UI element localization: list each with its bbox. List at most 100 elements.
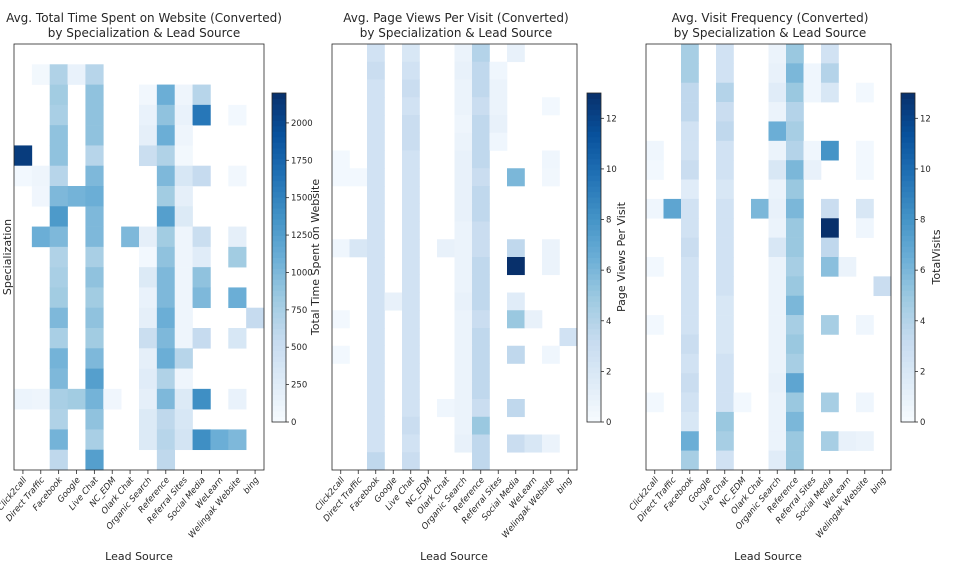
colorbar-segment: [587, 339, 601, 346]
colorbar-tick-label: 8: [920, 216, 925, 226]
heatmap-cell: [139, 125, 158, 146]
x-tick-label: bing: [555, 475, 575, 496]
heatmap-cell: [716, 140, 734, 161]
colorbar-segment: [587, 208, 601, 215]
colorbar-tick-label: 2: [920, 367, 925, 377]
heatmap-cell: [786, 44, 804, 64]
heatmap-cell: [803, 63, 822, 84]
colorbar-label: TotalVisits: [930, 229, 943, 285]
heatmap-cell: [156, 429, 176, 451]
heatmap-cell: [768, 334, 787, 355]
heatmap-cell: [559, 328, 578, 347]
heatmap-cell: [768, 411, 787, 432]
heatmap-cell: [646, 315, 664, 335]
heatmap-cell: [402, 97, 420, 116]
colorbar-segment: [272, 361, 286, 368]
colorbar-segment: [272, 416, 286, 423]
colorbar-segment: [587, 301, 601, 308]
heatmap-cell: [646, 160, 664, 180]
heatmap-cells: [332, 44, 578, 471]
heatmap-cell: [681, 160, 699, 180]
heatmap-cell: [454, 132, 473, 151]
heatmap-cell: [85, 449, 104, 471]
heatmap-cell: [156, 348, 176, 369]
heatmap-cell: [489, 97, 508, 116]
colorbar-segment: [901, 186, 915, 193]
heatmap-cell: [681, 276, 699, 297]
heatmap-cell: [821, 44, 839, 64]
heatmap-cell: [507, 44, 525, 63]
heatmap-cell: [472, 132, 490, 151]
heatmap-cell: [367, 328, 385, 347]
heatmap-cell: [716, 295, 734, 316]
x-tick-label: bing: [242, 475, 262, 496]
colorbar-segment: [587, 164, 601, 171]
colorbar-segment: [587, 400, 601, 406]
heatmap-cell: [716, 218, 734, 238]
colorbar-segment: [587, 405, 601, 412]
colorbar-segment: [587, 312, 601, 319]
heatmap-cell: [454, 274, 473, 293]
heatmap-cell: [49, 165, 68, 187]
heatmap-cell: [542, 257, 560, 276]
colorbar-segment: [901, 312, 915, 319]
colorbar-segment: [901, 175, 915, 182]
colorbar-segment: [272, 367, 286, 374]
heatmap-cell: [716, 334, 734, 355]
heatmap-cell: [716, 276, 734, 297]
colorbar-segment: [272, 273, 286, 280]
heatmap-cell: [103, 388, 122, 410]
heatmap-cell: [454, 79, 473, 98]
chart-title-line2: by Specialization & Lead Source: [674, 26, 867, 40]
heatmap-cell: [49, 246, 68, 268]
heatmap-cell: [139, 307, 158, 329]
heatmap-cells: [14, 64, 265, 471]
colorbar-segment: [272, 208, 286, 215]
heatmap-cell: [472, 292, 490, 311]
colorbar-segment: [587, 142, 601, 149]
heatmap-cell: [14, 388, 33, 410]
heatmap-cell: [507, 345, 525, 364]
colorbar-segment: [901, 361, 915, 368]
heatmap-cell: [681, 198, 699, 219]
heatmap-cell: [821, 140, 839, 161]
heatmap-cell: [786, 295, 804, 316]
colorbar-segment: [587, 372, 601, 379]
heatmap-cell: [786, 411, 804, 432]
heatmap-cell: [681, 392, 699, 413]
heatmap-cell: [49, 449, 68, 471]
colorbar-segment: [901, 93, 915, 99]
colorbar: 0 2 4 6 8 10 12: [900, 92, 931, 428]
heatmap-cell: [646, 392, 664, 413]
heatmap-cell: [49, 388, 68, 410]
colorbar-segment: [901, 383, 915, 390]
heatmap-cell: [85, 348, 104, 369]
heatmap-cell: [489, 79, 508, 98]
colorbar-segment: [272, 98, 286, 105]
heatmap-cell: [156, 145, 176, 167]
chart-title-line2: by Specialization & Lead Source: [360, 26, 553, 40]
heatmap-cell: [733, 392, 752, 413]
colorbar-segment: [587, 98, 601, 105]
heatmap-cell: [472, 345, 490, 364]
colorbar-segment: [272, 169, 286, 176]
heatmap-cell: [139, 287, 158, 309]
heatmap-cell: [716, 373, 734, 393]
heatmap-cell: [85, 246, 104, 268]
heatmap-cell: [489, 61, 508, 80]
colorbar-segment: [272, 378, 286, 385]
heatmap-panel-visit-frequency: Avg. Visit Frequency (Converted) by Spec…: [627, 11, 943, 563]
heatmap-cell: [384, 292, 403, 311]
colorbar-segment: [272, 158, 286, 165]
colorbar-segment: [901, 273, 915, 280]
heatmap-cell: [646, 198, 664, 219]
heatmap-cell: [838, 257, 857, 277]
heatmap-cell: [454, 310, 473, 329]
colorbar-segment: [272, 120, 286, 127]
colorbar-segment: [587, 230, 601, 236]
heatmap-cell: [768, 198, 787, 219]
heatmap-cell: [139, 388, 158, 410]
colorbar-segment: [272, 257, 286, 264]
heatmap-cell: [681, 44, 699, 64]
heatmap-cell: [768, 257, 787, 277]
